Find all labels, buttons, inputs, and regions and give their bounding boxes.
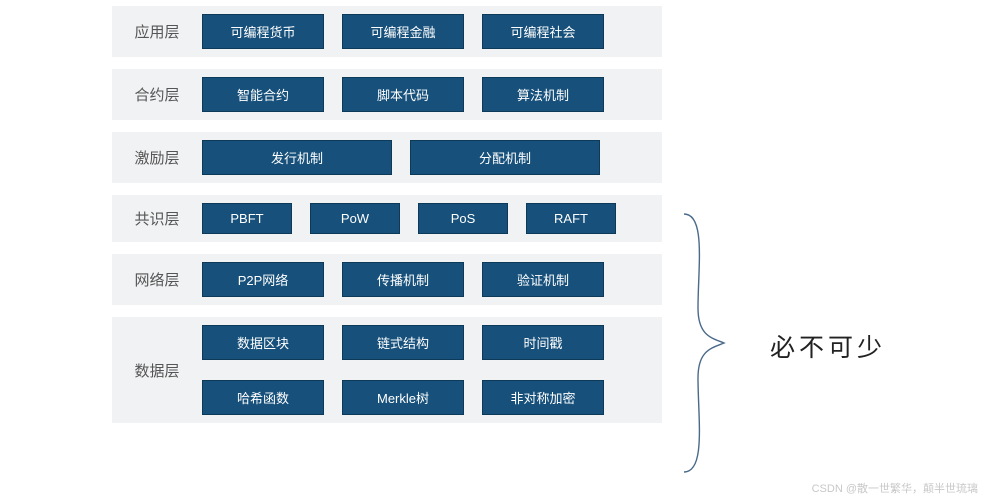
watermark-text: CSDN @散一世繁华，颠半世琉璃: [812, 480, 978, 496]
layer-row: 应用层可编程货币可编程金融可编程社会: [112, 6, 662, 57]
layer-items: 可编程货币可编程金融可编程社会: [202, 14, 650, 49]
layer-items: 发行机制分配机制: [202, 140, 650, 175]
layer-row: 共识层PBFT PoW PoS RAFT: [112, 195, 662, 242]
item-box: PoW: [310, 203, 400, 234]
item-box: Merkle树: [342, 380, 464, 415]
item-box: 算法机制: [482, 77, 604, 112]
layer-row: 网络层P2P网络传播机制验证机制: [112, 254, 662, 305]
layer-items: 智能合约脚本代码算法机制: [202, 77, 650, 112]
layer-items: P2P网络传播机制验证机制: [202, 262, 650, 297]
item-box: PoS: [418, 203, 508, 234]
item-box: P2P网络: [202, 262, 324, 297]
layer-items: 数据区块链式结构时间戳哈希函数 Merkle树非对称加密: [202, 325, 650, 415]
item-box: 发行机制: [202, 140, 392, 175]
item-box: 链式结构: [342, 325, 464, 360]
layer-items: PBFT PoW PoS RAFT: [202, 203, 650, 234]
item-box: 验证机制: [482, 262, 604, 297]
item-box: 哈希函数: [202, 380, 324, 415]
item-box: 可编程社会: [482, 14, 604, 49]
item-box: 可编程货币: [202, 14, 324, 49]
item-box: 智能合约: [202, 77, 324, 112]
layer-label: 应用层: [112, 21, 202, 42]
item-box: 可编程金融: [342, 14, 464, 49]
layer-row: 合约层智能合约脚本代码算法机制: [112, 69, 662, 120]
layer-label: 网络层: [112, 269, 202, 290]
item-box: 非对称加密: [482, 380, 604, 415]
item-box: PBFT: [202, 203, 292, 234]
layer-row: 激励层发行机制分配机制: [112, 132, 662, 183]
item-box: 脚本代码: [342, 77, 464, 112]
item-box: 数据区块: [202, 325, 324, 360]
item-box: 分配机制: [410, 140, 600, 175]
layers-container: 应用层可编程货币可编程金融可编程社会合约层智能合约脚本代码算法机制激励层发行机制…: [112, 6, 662, 435]
brace-icon: [676, 208, 736, 478]
annotation-text: 必不可少: [770, 328, 886, 364]
item-box: 时间戳: [482, 325, 604, 360]
item-box: RAFT: [526, 203, 616, 234]
layer-label: 合约层: [112, 84, 202, 105]
layer-row: 数据层数据区块链式结构时间戳哈希函数 Merkle树非对称加密: [112, 317, 662, 423]
layer-label: 数据层: [112, 360, 202, 381]
layer-label: 激励层: [112, 147, 202, 168]
layer-label: 共识层: [112, 208, 202, 229]
item-box: 传播机制: [342, 262, 464, 297]
